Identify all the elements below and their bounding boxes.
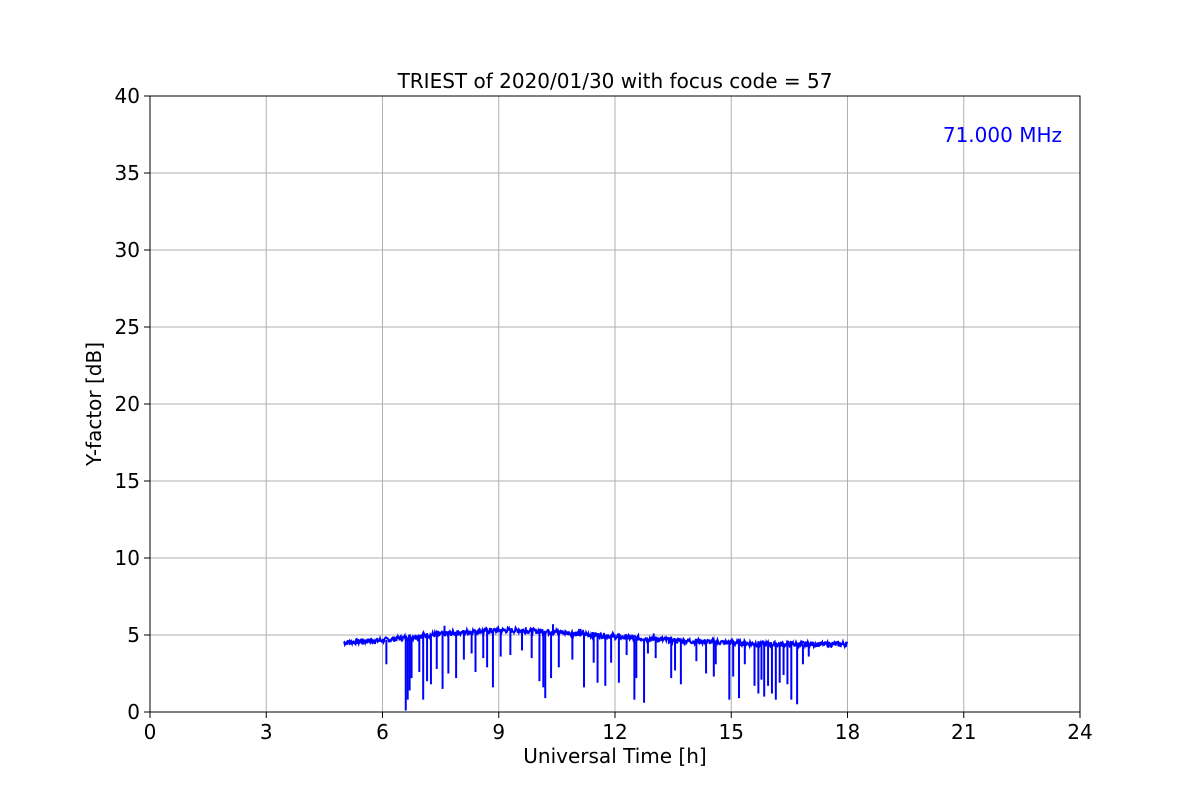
- x-tick-label: 3: [260, 720, 273, 744]
- y-tick-label: 5: [127, 623, 140, 647]
- x-axis-label: Universal Time [h]: [523, 744, 706, 768]
- x-tick-label: 0: [144, 720, 157, 744]
- y-tick-label: 10: [115, 546, 140, 570]
- chart-title: TRIEST of 2020/01/30 with focus code = 5…: [397, 69, 833, 93]
- y-tick-label: 30: [115, 238, 140, 262]
- series-group: [343, 624, 849, 711]
- y-tick-label: 20: [115, 392, 140, 416]
- grid-lines: [149, 95, 1081, 713]
- x-tick-label: 15: [719, 720, 744, 744]
- frequency-annotation: 71.000 MHz: [943, 123, 1062, 147]
- y-tick-label: 40: [115, 84, 140, 108]
- y-tick-label: 0: [127, 700, 140, 724]
- y-axis-label: Y-factor [dB]: [82, 342, 106, 467]
- x-tick-label: 21: [951, 720, 976, 744]
- x-tick-label: 6: [376, 720, 389, 744]
- x-tick-label: 18: [835, 720, 860, 744]
- y-tick-label: 35: [115, 161, 140, 185]
- y-axis-ticks: 0 5 10 15 20 25 30 35 40: [115, 84, 150, 724]
- x-axis-ticks: 0 3 6 9 12 15 18 21 24: [144, 712, 1093, 744]
- x-tick-label: 9: [492, 720, 505, 744]
- x-tick-label: 24: [1067, 720, 1092, 744]
- y-tick-label: 25: [115, 315, 140, 339]
- x-tick-label: 12: [602, 720, 627, 744]
- y-tick-label: 15: [115, 469, 140, 493]
